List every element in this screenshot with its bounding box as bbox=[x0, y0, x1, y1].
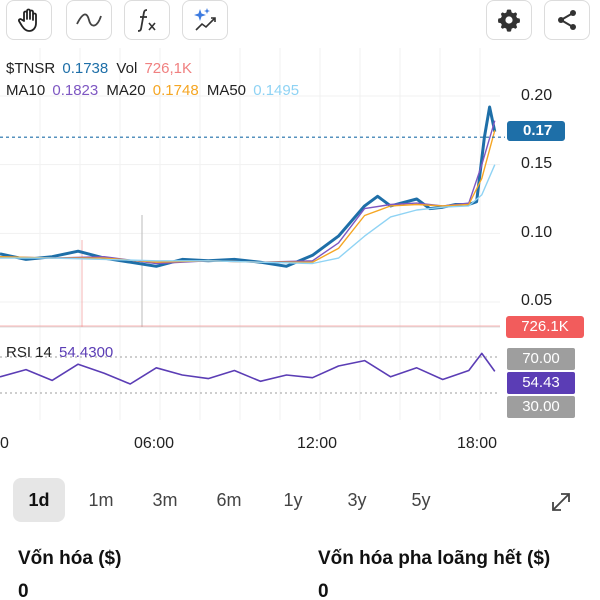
fdv-value: 0 bbox=[318, 581, 329, 600]
share-icon bbox=[558, 10, 576, 30]
share-button[interactable] bbox=[544, 0, 590, 40]
ma20-value: 0.1748 bbox=[152, 82, 199, 99]
symbol-label: $TNSR bbox=[6, 60, 56, 77]
settings-button[interactable] bbox=[486, 0, 532, 40]
y-tick-label: 0.15 bbox=[521, 155, 553, 172]
rsi-lower-tag: 30.00 bbox=[507, 396, 575, 418]
chart-toolbar bbox=[0, 0, 600, 44]
market-cap-value: 0 bbox=[18, 581, 29, 600]
ma10-value: 0.1823 bbox=[52, 82, 99, 99]
range-1m[interactable]: 1m bbox=[88, 490, 114, 510]
x-tick-label: 12:00 bbox=[297, 435, 338, 452]
vol-value: 726,1K bbox=[144, 60, 192, 77]
rsi-current-tag: 54.43 bbox=[507, 372, 575, 394]
rsi-legend: RSI 14 54.4300 bbox=[6, 344, 117, 362]
chart-vertical-markers bbox=[81, 215, 143, 327]
price-value: 0.1738 bbox=[62, 60, 109, 77]
range-1y[interactable]: 1y bbox=[283, 490, 303, 510]
range-selector: 1d 1m 3m 6m 1y 3y 5y bbox=[0, 478, 600, 522]
y-tick-label: 0.05 bbox=[521, 292, 553, 309]
ma-legend: MA10 0.1823 MA20 0.1748 MA50 0.1495 bbox=[6, 82, 303, 100]
volume-tag: 726.1K bbox=[506, 316, 584, 338]
ma20-label: MA20 bbox=[106, 82, 146, 99]
x-tick-label: 0 bbox=[0, 435, 9, 452]
line-tool-icon bbox=[76, 13, 102, 27]
ai-sparkle-button[interactable] bbox=[182, 0, 228, 40]
market-cap-label: Vốn hóa ($) bbox=[18, 548, 122, 569]
ma10-label: MA10 bbox=[6, 82, 46, 99]
series-line-rsi-14 bbox=[0, 352, 496, 385]
range-6m[interactable]: 6m bbox=[216, 490, 242, 510]
ma50-label: MA50 bbox=[206, 82, 247, 99]
vol-label: Vol bbox=[116, 60, 138, 77]
chart-grid bbox=[0, 48, 500, 420]
fdv-label: Vốn hóa pha loãng hết ($) bbox=[318, 548, 551, 569]
function-button[interactable] bbox=[124, 0, 170, 40]
rsi-chart bbox=[0, 352, 500, 394]
expand-icon[interactable] bbox=[549, 490, 573, 514]
price-chart[interactable] bbox=[0, 0, 600, 470]
current-price-tag: 0.17 bbox=[507, 121, 565, 141]
series-line-ma50 bbox=[0, 164, 496, 265]
series-line--tnsr bbox=[0, 105, 497, 268]
x-tick-label: 06:00 bbox=[134, 435, 175, 452]
y-tick-label: 0.10 bbox=[521, 224, 553, 241]
rsi-label: RSI 14 bbox=[6, 344, 52, 361]
range-3y[interactable]: 3y bbox=[347, 490, 367, 510]
pan-hand-button[interactable] bbox=[6, 0, 52, 40]
range-5y[interactable]: 5y bbox=[411, 490, 431, 510]
x-tick-label: 18:00 bbox=[457, 435, 498, 452]
gear-icon bbox=[498, 9, 520, 32]
ma50-value: 0.1495 bbox=[253, 82, 300, 99]
series-line-ma10 bbox=[0, 120, 496, 265]
series-line-ma20 bbox=[0, 130, 496, 263]
chart-series bbox=[0, 105, 505, 327]
price-legend: $TNSR 0.1738 Vol 726,1K bbox=[6, 60, 196, 78]
ai-sparkle-chart-icon bbox=[194, 8, 216, 31]
rsi-value: 54.4300 bbox=[59, 344, 114, 361]
function-icon bbox=[137, 9, 156, 32]
y-tick-label: 0.20 bbox=[521, 87, 553, 104]
range-3m[interactable]: 3m bbox=[152, 490, 178, 510]
pan-hand-icon bbox=[18, 8, 37, 32]
rsi-upper-tag: 70.00 bbox=[507, 348, 575, 370]
line-tool-button[interactable] bbox=[66, 0, 112, 40]
range-1d[interactable]: 1d bbox=[13, 478, 65, 522]
